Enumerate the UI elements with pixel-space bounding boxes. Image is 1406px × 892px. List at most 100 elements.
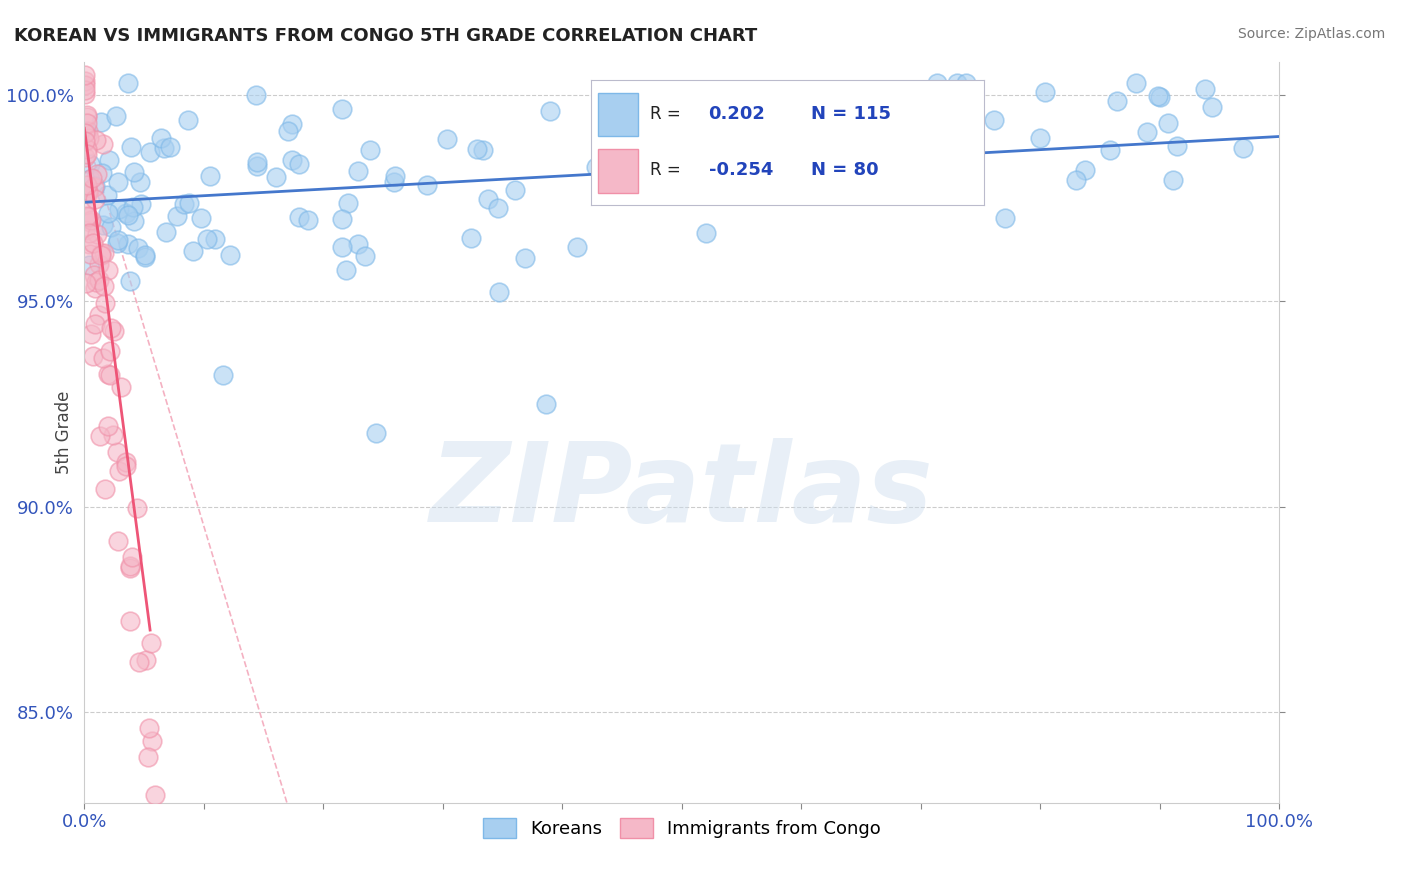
Point: [946, 76, 969, 90]
Point: [1033, 85, 1056, 99]
Point: [332, 102, 354, 116]
Point: [141, 733, 163, 747]
Point: [177, 113, 200, 128]
Point: [114, 206, 136, 220]
Point: [73, 198, 96, 212]
Point: [103, 324, 125, 338]
Point: [73, 78, 96, 92]
Point: [79, 215, 101, 229]
Point: [83, 180, 105, 194]
Point: [983, 112, 1005, 127]
Point: [122, 165, 145, 179]
Point: [347, 164, 370, 178]
Point: [97, 367, 120, 381]
Point: [117, 209, 139, 223]
Point: [711, 167, 734, 181]
Point: [382, 175, 405, 189]
Point: [76, 116, 98, 130]
Point: [105, 235, 128, 250]
Point: [101, 427, 124, 442]
Point: [117, 237, 139, 252]
FancyBboxPatch shape: [599, 149, 638, 193]
Point: [384, 169, 406, 183]
Point: [73, 223, 96, 237]
Point: [219, 247, 242, 261]
Point: [96, 206, 118, 220]
Point: [595, 188, 617, 202]
Point: [77, 258, 100, 272]
Point: [94, 482, 117, 496]
Point: [75, 134, 97, 148]
Point: [82, 349, 104, 363]
Point: [120, 140, 142, 154]
Point: [73, 74, 96, 88]
Point: [128, 175, 150, 189]
Point: [83, 268, 105, 282]
Point: [107, 202, 129, 217]
Point: [118, 274, 141, 288]
Point: [75, 277, 97, 291]
Point: [98, 368, 121, 383]
Point: [83, 178, 105, 193]
Point: [1232, 140, 1254, 154]
Point: [204, 232, 226, 246]
Point: [1161, 173, 1184, 187]
Text: -0.254: -0.254: [709, 161, 773, 179]
Point: [139, 636, 162, 650]
Point: [1029, 131, 1052, 145]
Point: [472, 143, 495, 157]
Point: [86, 167, 108, 181]
Point: [91, 218, 114, 232]
Text: N = 115: N = 115: [811, 105, 891, 123]
Point: [366, 425, 388, 440]
Point: [105, 445, 128, 459]
Point: [83, 192, 105, 206]
Point: [97, 418, 120, 433]
Point: [567, 240, 589, 254]
Point: [89, 429, 111, 443]
Point: [79, 156, 101, 170]
Point: [82, 236, 104, 251]
Point: [675, 117, 697, 131]
Point: [1099, 143, 1122, 157]
Point: [91, 137, 114, 152]
Point: [1136, 125, 1159, 139]
Point: [107, 533, 129, 548]
Point: [152, 141, 174, 155]
Point: [125, 501, 148, 516]
Point: [181, 244, 204, 258]
Point: [76, 209, 98, 223]
Point: [84, 276, 107, 290]
Text: Source: ZipAtlas.com: Source: ZipAtlas.com: [1237, 27, 1385, 41]
Point: [179, 195, 201, 210]
Point: [117, 76, 139, 90]
Point: [135, 652, 157, 666]
Point: [96, 188, 118, 202]
Point: [245, 88, 267, 103]
Point: [77, 131, 100, 145]
Point: [76, 110, 98, 124]
Point: [100, 343, 122, 358]
Point: [93, 279, 115, 293]
Point: [73, 126, 96, 140]
Y-axis label: 5th Grade: 5th Grade: [55, 391, 73, 475]
Point: [347, 237, 370, 252]
Point: [884, 153, 907, 167]
Point: [139, 145, 162, 160]
Point: [76, 186, 98, 201]
Point: [73, 68, 96, 82]
Point: [288, 157, 311, 171]
Point: [486, 201, 509, 215]
Point: [138, 721, 160, 735]
Point: [1064, 173, 1087, 187]
Point: [79, 247, 101, 261]
Point: [77, 226, 100, 240]
Point: [100, 220, 122, 235]
Point: [86, 227, 108, 241]
Point: [948, 110, 970, 124]
Point: [704, 175, 727, 189]
Point: [416, 178, 439, 192]
Point: [1149, 90, 1171, 104]
Point: [297, 212, 319, 227]
Point: [93, 245, 115, 260]
